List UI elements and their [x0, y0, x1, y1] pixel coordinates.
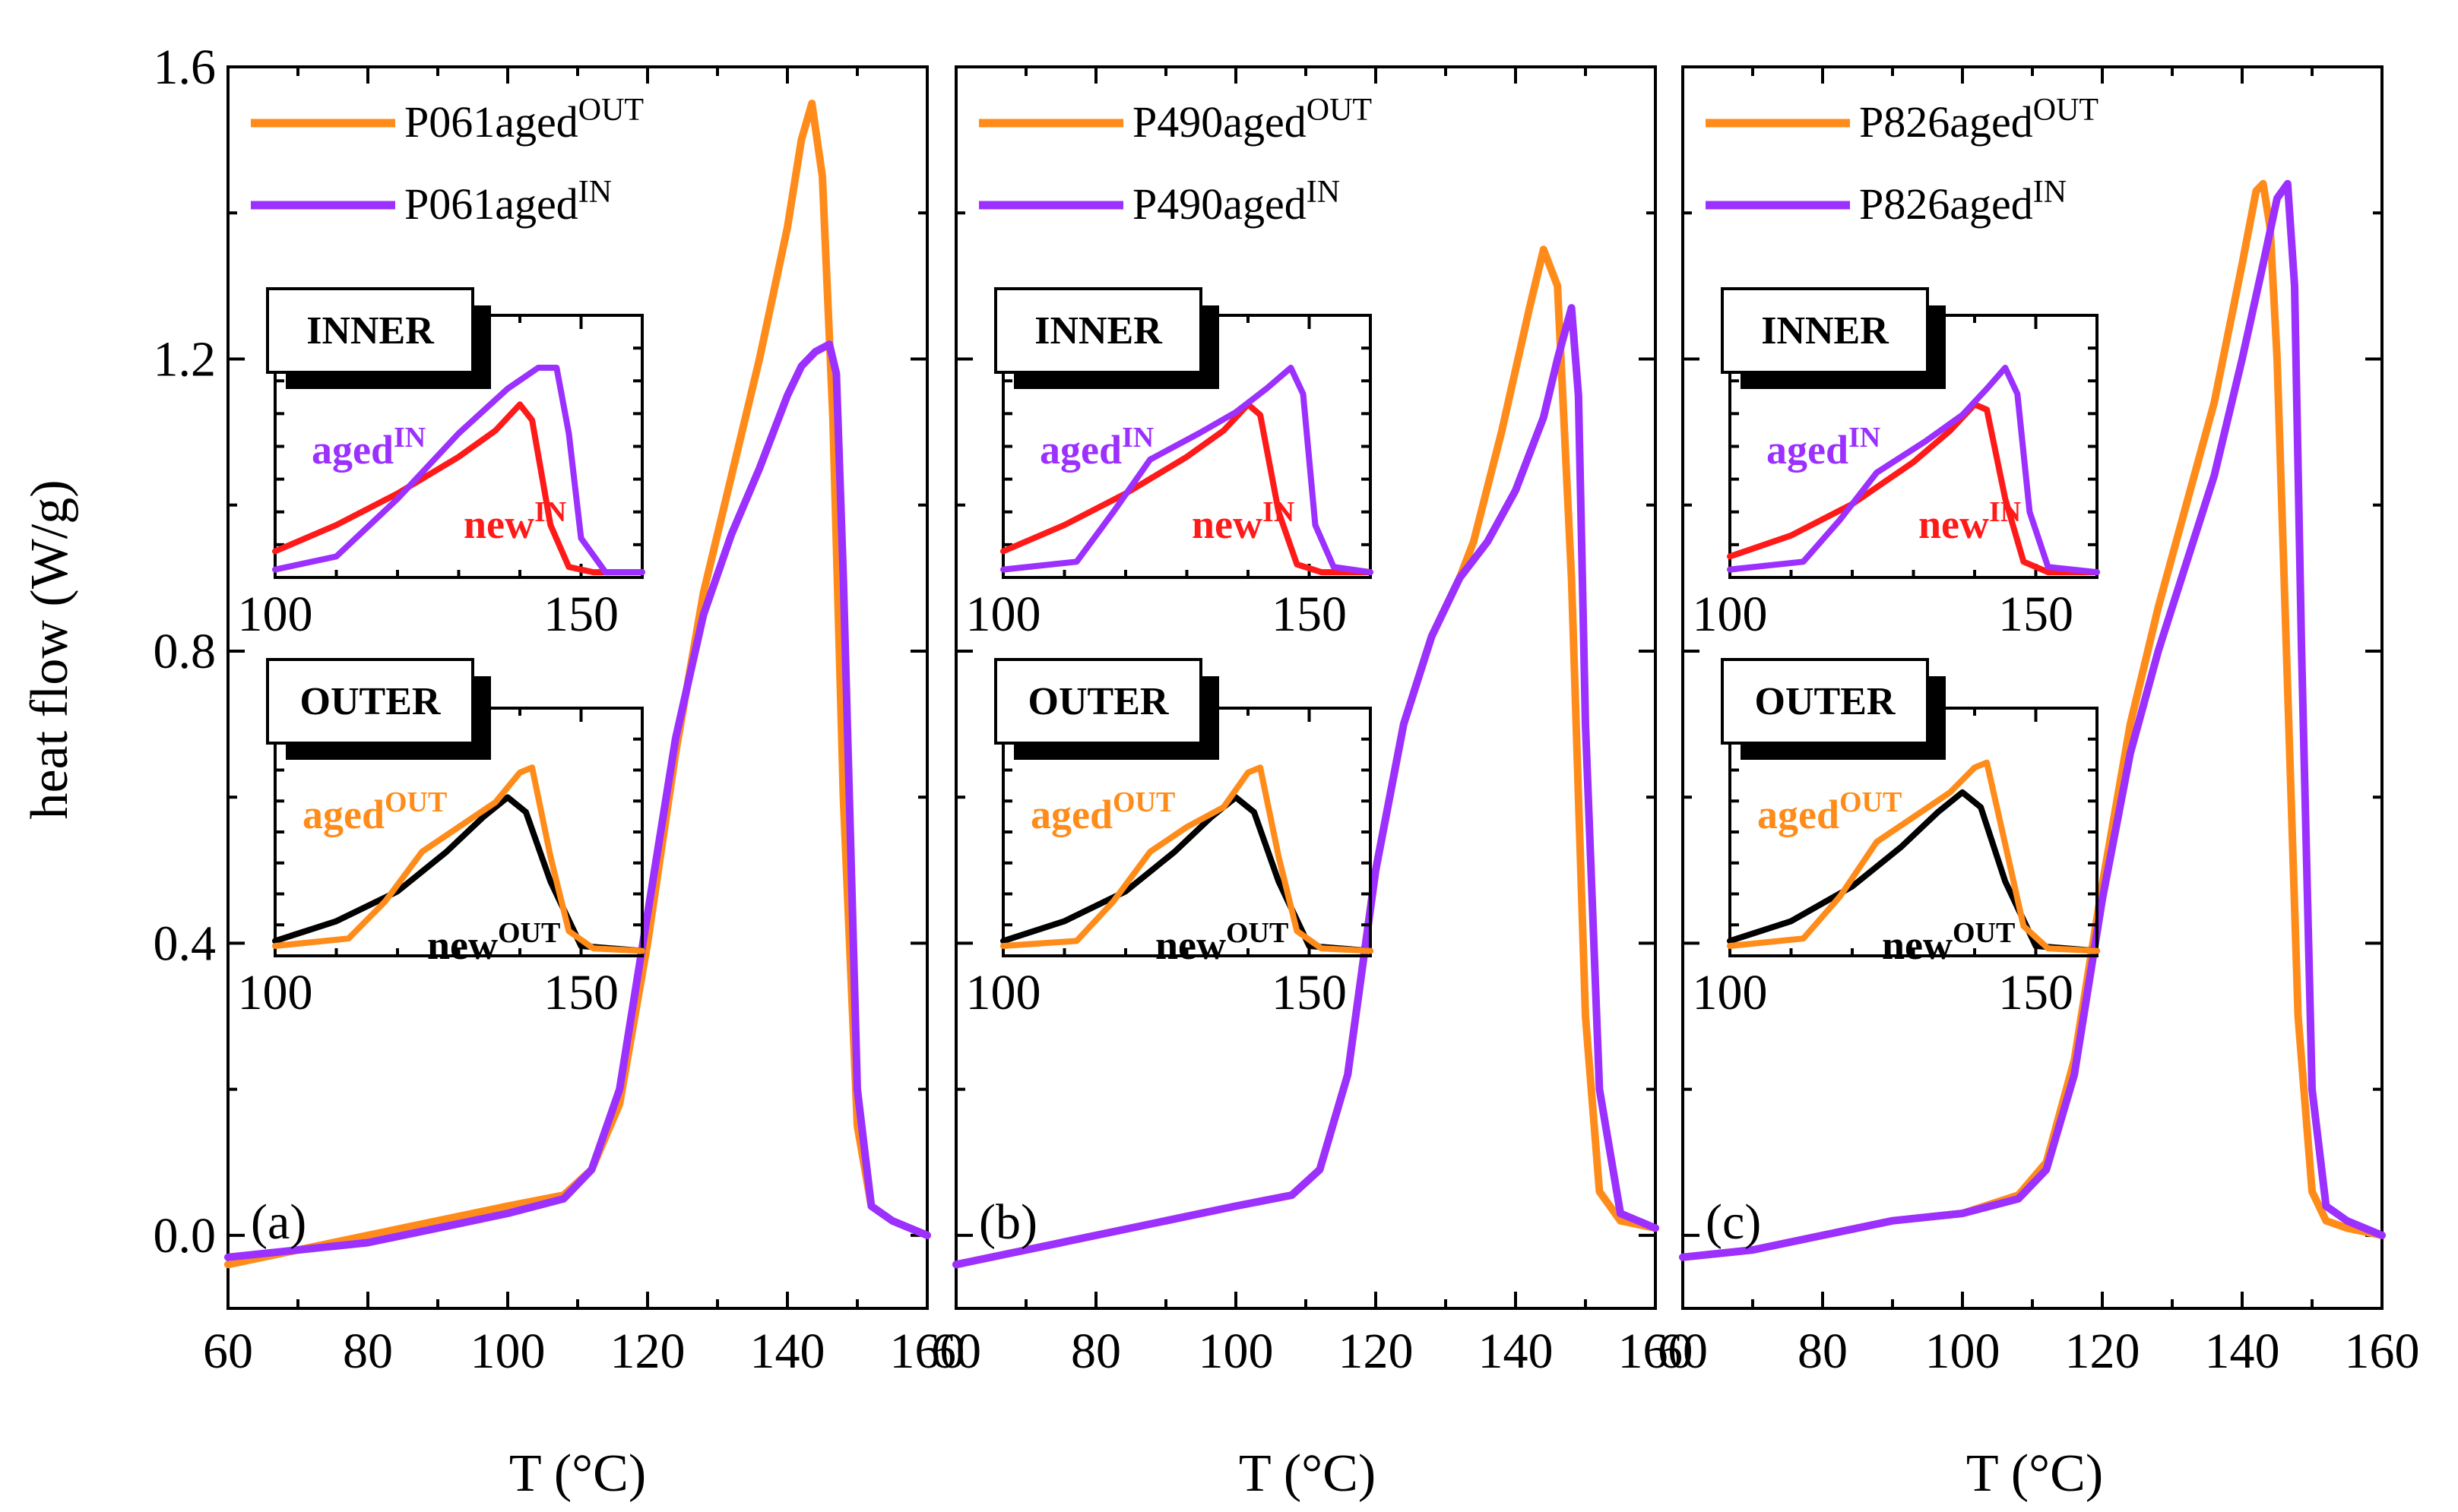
y-tick-label: 0.8	[154, 624, 217, 679]
y-tick-label: 0.0	[154, 1208, 217, 1264]
inset-title-box	[994, 287, 1202, 374]
inset-series-aged	[1727, 365, 2100, 576]
x-tick-label: 60	[203, 1324, 253, 1379]
series-line-in	[1679, 179, 2386, 1261]
chart-layer: 60 80 100 120 140 160 0.0 0.4 0.8 1.2 1.6 P061agedO…	[154, 40, 2420, 1379]
inset-outer: 100 150 OUTER agedOUT newOUT	[966, 658, 1373, 1020]
inset-x-tick-label: 100	[238, 965, 313, 1020]
inset-x-tick-label: 150	[1272, 965, 1347, 1020]
panel-letter: (c)	[1706, 1194, 1761, 1250]
legend-entry-out: P490agedOUT	[1132, 93, 1372, 147]
inset-series-aged	[272, 365, 645, 576]
inset-curve-label-aged: agedIN	[312, 422, 426, 473]
inset-x-tick-label: 150	[1998, 965, 2073, 1020]
inset-curve-label-new: newIN	[1918, 496, 2021, 547]
x-tick-label: 80	[1798, 1324, 1848, 1379]
y-axis-title: heat flow (W/g)	[21, 479, 79, 819]
x-tick-label: 100	[470, 1324, 546, 1379]
inset-x-tick-label: 150	[1272, 587, 1347, 642]
inset-x-tick-label: 100	[1693, 965, 1768, 1020]
x-tick-label: 80	[1071, 1324, 1121, 1379]
inset-curve-label-new: newIN	[1192, 496, 1294, 547]
inset-curve-label-aged: agedOUT	[1031, 786, 1175, 837]
x-tick-label: 60	[1658, 1324, 1708, 1379]
y-tick-label: 0.4	[154, 916, 217, 971]
inset-series-aged	[1000, 764, 1373, 954]
x-tick-label: 120	[1338, 1324, 1414, 1379]
x-tick-label: 160	[1618, 1324, 1693, 1379]
legend-entry-in: P826agedIN	[1859, 175, 2067, 229]
inset-series-new	[272, 401, 645, 576]
inset-title: INNER	[306, 309, 435, 353]
inset-x-tick-label: 100	[966, 965, 1041, 1020]
x-tick-label: 140	[1478, 1324, 1554, 1379]
inset-outer: 100 150 OUTER agedOUT newOUT	[1693, 658, 2100, 1020]
inset-x-tick-label: 150	[1998, 587, 2073, 642]
inset-x-tick-label: 100	[1693, 587, 1768, 642]
x-tick-label: 140	[750, 1324, 825, 1379]
x-tick-label: 160	[890, 1324, 965, 1379]
inset-series-aged	[1000, 365, 1373, 576]
inset-series-aged	[1727, 759, 2100, 954]
inset-title-box	[994, 658, 1202, 745]
inset-x-tick-label: 150	[543, 587, 619, 642]
panel-letter: (b)	[979, 1194, 1037, 1250]
inset-curve-label-new: newIN	[464, 496, 566, 547]
inset-x-tick-label: 100	[966, 587, 1041, 642]
x-tick-label: 160	[2345, 1324, 2420, 1379]
panel-a: 60 80 100 120 140 160 0.0 0.4 0.8 1.2 1.6 P061agedO…	[154, 40, 965, 1379]
panel-b: 60 80 100 120 140 160 P490agedOUT P490agedIN (b)…	[931, 65, 1693, 1379]
x-tick-label: 100	[1199, 1324, 1274, 1379]
x-tick-label: 140	[2205, 1324, 2280, 1379]
inset-curve-label-aged: agedOUT	[302, 786, 447, 837]
inset-title: OUTER	[1028, 680, 1170, 723]
x-tick-label: 120	[610, 1324, 686, 1379]
inset-title-box	[1721, 658, 1929, 745]
inset-curve-label-aged: agedIN	[1766, 422, 1880, 473]
x-axis-title-c: T (°C)	[1966, 1444, 2103, 1503]
y-tick-label: 1.2	[154, 331, 217, 387]
inset-title-box	[266, 287, 474, 374]
legend-entry-out: P826agedOUT	[1859, 93, 2098, 147]
inset-title-box	[266, 658, 474, 745]
series-line-in	[224, 340, 931, 1261]
legend-entry-in: P061agedIN	[404, 175, 612, 229]
series-line-out	[224, 100, 931, 1269]
inset-curve-label-new: newOUT	[1155, 917, 1288, 968]
panel-c: 60 80 100 120 140 160 P826agedOUT P826agedIN (c)…	[1658, 65, 2420, 1379]
legend-entry-in: P490agedIN	[1132, 175, 1340, 229]
inset-title: INNER	[1761, 309, 1889, 353]
x-tick-label: 60	[931, 1324, 981, 1379]
inset-x-tick-label: 100	[238, 587, 313, 642]
inset-series-aged	[272, 764, 645, 954]
x-tick-label: 80	[343, 1324, 393, 1379]
inset-inner: 100 150 INNER agedIN newIN	[238, 287, 645, 642]
inset-curve-label-new: newOUT	[427, 917, 560, 968]
inset-curve-label-aged: agedOUT	[1757, 786, 1902, 837]
inset-title-box	[1721, 287, 1929, 374]
inset-curve-label-new: newOUT	[1882, 917, 2015, 968]
inset-curve-label-aged: agedIN	[1040, 422, 1154, 473]
inset-title: INNER	[1034, 309, 1163, 353]
x-axis-title-b: T (°C)	[1239, 1444, 1376, 1503]
inset-title: OUTER	[1755, 680, 1896, 723]
legend-entry-out: P061agedOUT	[404, 93, 644, 147]
inset-inner: 100 150 INNER agedIN newIN	[966, 287, 1373, 642]
inset-inner: 100 150 INNER agedIN newIN	[1693, 287, 2100, 642]
y-tick-label: 1.6	[154, 40, 217, 95]
x-axis-title-a: T (°C)	[509, 1444, 646, 1503]
series-line-in	[952, 304, 1659, 1269]
inset-outer: 100 150 OUTER agedOUT newOUT	[238, 658, 645, 1020]
x-tick-label: 100	[1925, 1324, 2000, 1379]
x-tick-label: 120	[2065, 1324, 2140, 1379]
panel-letter: (a)	[251, 1194, 306, 1250]
inset-x-tick-label: 150	[543, 965, 619, 1020]
inset-title: OUTER	[300, 680, 442, 723]
